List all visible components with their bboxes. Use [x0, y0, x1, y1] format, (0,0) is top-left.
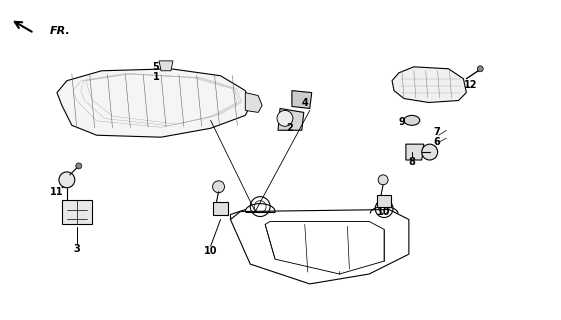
- Polygon shape: [159, 61, 173, 71]
- Circle shape: [378, 175, 388, 185]
- Text: 3: 3: [73, 244, 80, 254]
- Text: 6: 6: [433, 137, 440, 147]
- Polygon shape: [213, 202, 228, 214]
- Circle shape: [59, 172, 75, 188]
- Circle shape: [477, 66, 483, 72]
- Polygon shape: [292, 91, 312, 108]
- Text: 2: 2: [287, 123, 293, 133]
- Polygon shape: [278, 108, 304, 130]
- Circle shape: [76, 163, 82, 169]
- Circle shape: [213, 181, 224, 193]
- Polygon shape: [57, 69, 250, 137]
- Ellipse shape: [404, 116, 420, 125]
- Text: 11: 11: [50, 187, 64, 197]
- Polygon shape: [245, 92, 262, 112]
- Circle shape: [277, 110, 293, 126]
- Polygon shape: [406, 144, 424, 160]
- Polygon shape: [377, 195, 391, 207]
- Text: 1: 1: [153, 72, 159, 82]
- Text: 10: 10: [204, 246, 217, 256]
- Text: 4: 4: [301, 98, 308, 108]
- Polygon shape: [62, 200, 91, 224]
- Text: FR.: FR.: [50, 26, 71, 36]
- Circle shape: [422, 144, 438, 160]
- Text: 12: 12: [463, 80, 477, 90]
- Text: 9: 9: [398, 117, 405, 127]
- Text: 5: 5: [153, 62, 159, 72]
- Polygon shape: [392, 67, 466, 102]
- Text: 8: 8: [408, 157, 415, 167]
- Text: 7: 7: [433, 127, 440, 137]
- Text: 10: 10: [378, 206, 391, 217]
